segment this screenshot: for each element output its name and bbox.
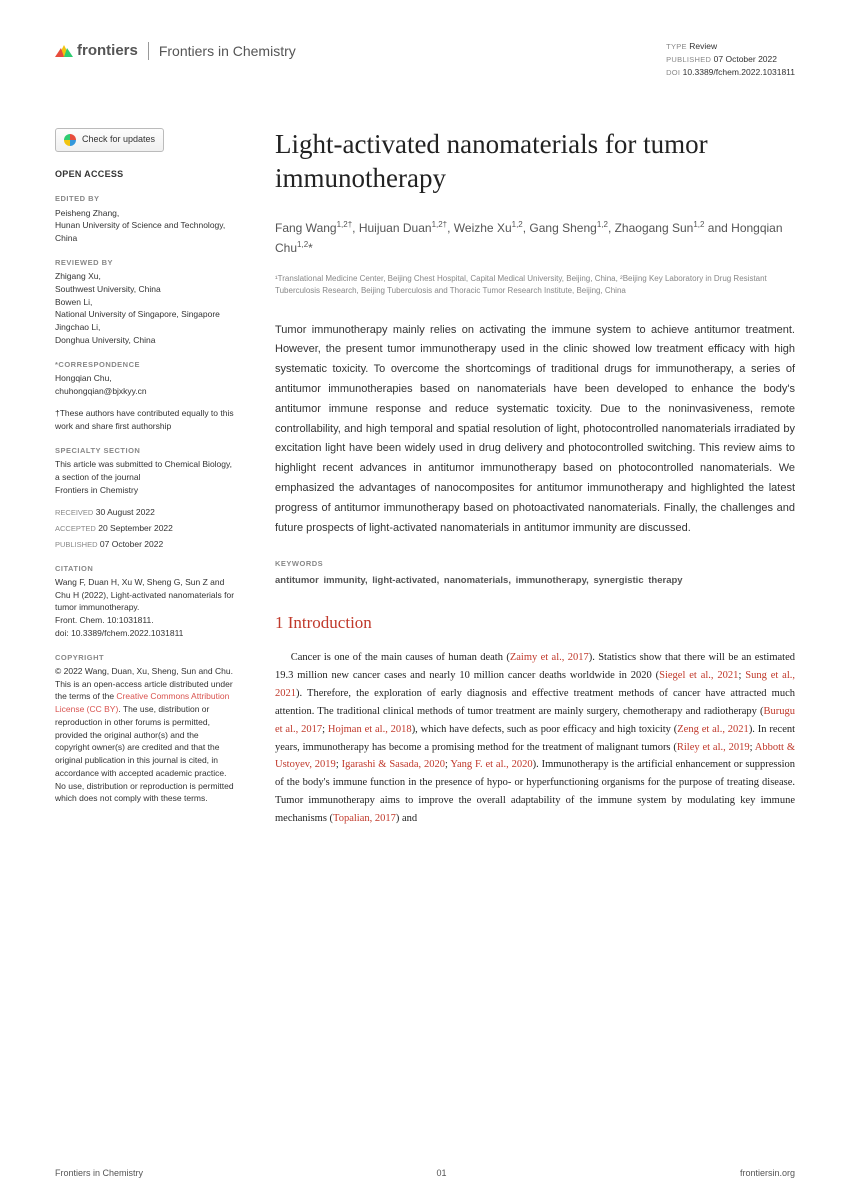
- reviewed-block: REVIEWED BY Zhigang Xu, Southwest Univer…: [55, 257, 235, 347]
- affiliations: ¹Translational Medicine Center, Beijing …: [275, 273, 795, 297]
- main-grid: Check for updates OPEN ACCESS EDITED BY …: [55, 128, 795, 827]
- received-label: RECEIVED: [55, 508, 93, 517]
- ref-link[interactable]: Zeng et al., 2021: [677, 724, 749, 735]
- copyright-post: . The use, distribution or reproduction …: [55, 704, 234, 803]
- ref-link[interactable]: Siegel et al., 2021: [659, 670, 738, 681]
- section-heading: 1 Introduction: [275, 610, 795, 636]
- doi-link[interactable]: 10.3389/fchem.2022.1031811: [683, 67, 795, 77]
- footer-right[interactable]: frontiersin.org: [740, 1167, 795, 1181]
- intro-paragraph: Cancer is one of the main causes of huma…: [275, 649, 795, 827]
- ref-link[interactable]: Hojman et al., 2018: [328, 724, 412, 735]
- authors: Fang Wang1,2†, Huijuan Duan1,2†, Weizhe …: [275, 218, 795, 259]
- type-label: TYPE: [666, 42, 687, 51]
- pub-label: PUBLISHED: [666, 55, 711, 64]
- divider: [148, 42, 149, 60]
- page-number: 01: [436, 1167, 446, 1181]
- corr-value: Hongqian Chu, chuhongqian@bjxkyy.cn: [55, 372, 235, 398]
- edited-by: Peisheng Zhang, Hunan University of Scie…: [55, 207, 235, 245]
- citation-label: CITATION: [55, 563, 235, 574]
- brand-text: frontiers: [77, 40, 138, 63]
- specialty-label: SPECIALTY SECTION: [55, 445, 235, 456]
- logo-icon: [55, 42, 73, 60]
- abstract: Tumor immunotherapy mainly relies on act…: [275, 321, 795, 539]
- edited-block: EDITED BY Peisheng Zhang, Hunan Universi…: [55, 193, 235, 245]
- citation-value: Wang F, Duan H, Xu W, Sheng G, Sun Z and…: [55, 576, 235, 640]
- check-updates-button[interactable]: Check for updates: [55, 128, 164, 152]
- reviewed-by: Zhigang Xu, Southwest University, China …: [55, 270, 235, 347]
- content: Light-activated nanomaterials for tumor …: [275, 128, 795, 827]
- open-access-label: OPEN ACCESS: [55, 168, 235, 182]
- article-title: Light-activated nanomaterials for tumor …: [275, 128, 795, 196]
- copyright-label: COPYRIGHT: [55, 652, 235, 663]
- received-value: 30 August 2022: [96, 507, 155, 517]
- equal-contrib: †These authors have contributed equally …: [55, 407, 235, 433]
- top-header: frontiers Frontiers in Chemistry TYPE Re…: [55, 40, 795, 78]
- frontiers-logo: frontiers: [55, 40, 138, 63]
- corr-label: *CORRESPONDENCE: [55, 359, 235, 370]
- t: ), which have defects, such as poor effi…: [412, 724, 678, 735]
- accepted-value: 20 September 2022: [98, 523, 173, 533]
- doi-label: DOI: [666, 68, 680, 77]
- published-label: PUBLISHED: [55, 540, 98, 549]
- check-updates-label: Check for updates: [82, 133, 155, 147]
- t: ). Therefore, the exploration of early d…: [275, 688, 795, 717]
- meta-top: TYPE Review PUBLISHED 07 October 2022 DO…: [666, 40, 795, 78]
- ref-link[interactable]: Zaimy et al., 2017: [510, 652, 589, 663]
- keywords: antitumor immunity, light-activated, nan…: [275, 574, 795, 588]
- equal-text: †These authors have contributed equally …: [55, 407, 235, 433]
- type-value: Review: [689, 41, 717, 51]
- ref-link[interactable]: Igarashi & Sasada, 2020: [342, 759, 445, 770]
- footer: Frontiers in Chemistry 01 frontiersin.or…: [55, 1167, 795, 1181]
- accepted-label: ACCEPTED: [55, 524, 96, 533]
- ref-link[interactable]: Riley et al., 2019: [677, 742, 750, 753]
- sidebar: Check for updates OPEN ACCESS EDITED BY …: [55, 128, 235, 827]
- t: Cancer is one of the main causes of huma…: [291, 652, 510, 663]
- specialty-block: SPECIALTY SECTION This article was submi…: [55, 445, 235, 497]
- ref-link[interactable]: Yang F. et al., 2020: [450, 759, 532, 770]
- copyright-text: © 2022 Wang, Duan, Xu, Sheng, Sun and Ch…: [55, 665, 235, 805]
- footer-left: Frontiers in Chemistry: [55, 1167, 143, 1181]
- edited-label: EDITED BY: [55, 193, 235, 204]
- ref-link[interactable]: Topalian, 2017: [333, 813, 396, 824]
- journal-name: Frontiers in Chemistry: [159, 41, 296, 62]
- correspondence-block: *CORRESPONDENCE Hongqian Chu, chuhongqia…: [55, 359, 235, 398]
- citation-block: CITATION Wang F, Duan H, Xu W, Sheng G, …: [55, 563, 235, 640]
- keywords-label: KEYWORDS: [275, 558, 795, 569]
- crossmark-icon: [64, 134, 76, 146]
- dates-block: RECEIVED 30 August 2022 ACCEPTED 20 Sept…: [55, 506, 235, 550]
- published-value: 07 October 2022: [100, 539, 163, 549]
- pub-value: 07 October 2022: [714, 54, 777, 64]
- logo-block: frontiers Frontiers in Chemistry: [55, 40, 296, 63]
- copyright-block: COPYRIGHT © 2022 Wang, Duan, Xu, Sheng, …: [55, 652, 235, 806]
- t: ) and: [396, 813, 417, 824]
- specialty-value: This article was submitted to Chemical B…: [55, 458, 235, 496]
- reviewed-label: REVIEWED BY: [55, 257, 235, 268]
